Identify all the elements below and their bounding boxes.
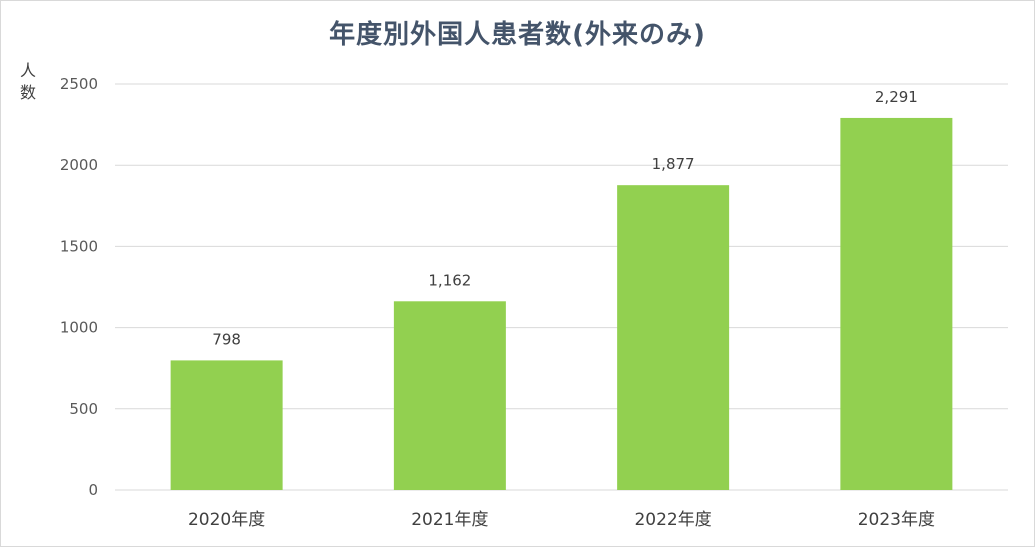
- y-tick-label: 1500: [60, 237, 98, 255]
- y-axis-label: 人 数: [17, 60, 39, 104]
- data-label: 798: [212, 330, 241, 348]
- x-tick-label: 2023年度: [858, 510, 935, 530]
- data-label: 2,291: [875, 88, 918, 106]
- y-tick-label: 1000: [60, 319, 98, 337]
- x-tick-label: 2022年度: [634, 510, 711, 530]
- bar: [170, 360, 283, 490]
- y-tick-label: 0: [88, 481, 98, 499]
- chart-title: 年度別外国人患者数(外来のみ): [329, 20, 706, 50]
- x-tick-label: 2020年度: [188, 510, 265, 530]
- y-tick-label: 2500: [60, 75, 98, 93]
- y-axis-label-char-1: 人: [19, 61, 36, 80]
- data-label: 1,877: [652, 155, 695, 173]
- bar: [393, 301, 506, 490]
- data-label: 1,162: [428, 271, 471, 289]
- y-axis-label-char-2: 数: [19, 83, 36, 102]
- x-tick-label: 2021年度: [411, 510, 488, 530]
- y-tick-label: 500: [69, 400, 98, 418]
- bar: [840, 117, 953, 491]
- y-tick-label: 2000: [60, 156, 98, 174]
- bar: [617, 185, 730, 490]
